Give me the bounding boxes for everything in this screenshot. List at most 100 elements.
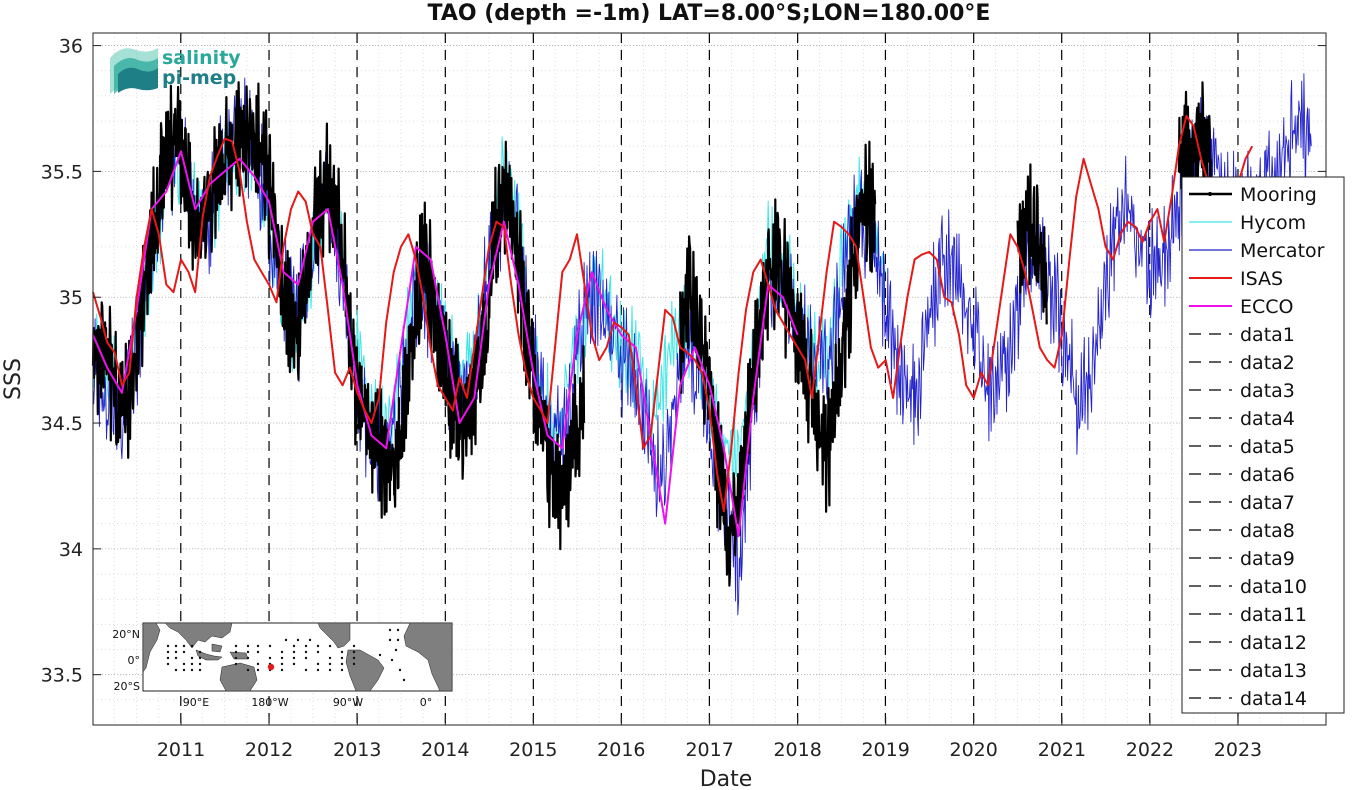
inset-mooring-dot <box>280 662 284 666</box>
legend-label: data13 <box>1240 660 1307 682</box>
inset-mooring-dot <box>328 662 332 666</box>
x-tick-label: 2011 <box>157 739 205 761</box>
inset-mooring-dot <box>198 662 202 666</box>
inset-mooring-dot <box>304 668 308 672</box>
x-tick-label: 2015 <box>509 739 557 761</box>
inset-mooring-dot <box>328 668 332 672</box>
legend-box <box>1181 176 1345 714</box>
legend-entry: ISAS <box>1189 268 1283 290</box>
inset-mooring-dot <box>174 656 178 660</box>
legend-label: data5 <box>1240 436 1295 458</box>
legend-label: data4 <box>1240 408 1295 430</box>
legend-label: Mooring <box>1240 184 1317 206</box>
legend-label: ISAS <box>1240 268 1283 290</box>
inset-mooring-dot <box>296 638 300 642</box>
legend-entry: data4 <box>1189 408 1295 430</box>
legend-entry: Mercator <box>1189 240 1325 262</box>
inset-mooring-dot <box>256 644 260 648</box>
inset-mooring-dot <box>166 644 170 648</box>
y-axis-ticks: 33.5 34 34.5 35 35.5 36 <box>41 36 1326 687</box>
x-tick-label: 2014 <box>421 739 469 761</box>
inset-mooring-dot <box>166 650 170 654</box>
inset-mooring-array <box>166 628 406 682</box>
logo-line2: pi-mep <box>162 67 236 89</box>
y-tick-label: 34 <box>59 539 83 561</box>
legend-label: data6 <box>1240 464 1295 486</box>
x-tick-label: 2019 <box>861 739 909 761</box>
inset-mooring-dot <box>174 668 178 672</box>
inset-mooring-dot <box>234 644 238 648</box>
y-tick-label: 33.5 <box>41 665 83 687</box>
inset-mooring-dot <box>352 662 356 666</box>
x-axis-ticks: 2011 2012 2013 2014 2015 2016 2017 2018 2019 2020… <box>157 717 1262 761</box>
legend-label: data14 <box>1240 688 1307 710</box>
inset-mooring-dot <box>340 650 344 654</box>
legend-label: data3 <box>1240 380 1295 402</box>
x-axis-label: Date <box>700 767 753 790</box>
inset-mooring-dot <box>182 650 186 654</box>
legend-marker <box>1208 192 1212 196</box>
series-line-isas <box>92 115 1254 513</box>
inset-mooring-dot <box>328 644 332 648</box>
inset-mooring-dot <box>182 662 186 666</box>
legend-label: ECCO <box>1240 296 1294 318</box>
series-layer <box>91 73 1312 616</box>
inset-mooring-dot <box>292 662 296 666</box>
x-tick-label: 2022 <box>1126 739 1174 761</box>
waves-logo-icon <box>110 48 158 94</box>
x-tick-label: 2016 <box>597 739 645 761</box>
inset-mooring-dot <box>234 650 238 654</box>
inset-ytick-0: 0° <box>128 654 141 667</box>
inset-station-marker <box>267 663 275 671</box>
x-tick-label: 2013 <box>333 739 381 761</box>
legend-entry: data7 <box>1189 492 1295 514</box>
series-line-ecco <box>92 150 799 538</box>
legend-entry: data11 <box>1189 604 1307 626</box>
inset-mooring-dot <box>166 662 170 666</box>
legend-label: data8 <box>1240 520 1295 542</box>
inset-mooring-dot <box>268 656 272 660</box>
inset-mooring-dot <box>304 644 308 648</box>
inset-mooring-dot <box>234 656 238 660</box>
series-line-mooring <box>91 81 1212 587</box>
legend-entry: Mooring <box>1189 184 1317 206</box>
inset-mooring-dot <box>394 648 398 652</box>
inset-mooring-dot <box>256 668 260 672</box>
legend-label: Hycom <box>1240 212 1306 234</box>
inset-mooring-dot <box>378 653 382 657</box>
legend-label: Mercator <box>1240 240 1325 262</box>
legend-entry: data12 <box>1189 632 1307 654</box>
inset-mooring-dot <box>268 644 272 648</box>
inset-mooring-dot <box>256 650 260 654</box>
legend-label: data7 <box>1240 492 1295 514</box>
inset-mooring-dot <box>340 656 344 660</box>
legend-label: data10 <box>1240 576 1307 598</box>
legend-label: data2 <box>1240 352 1295 374</box>
inset-mooring-dot <box>388 628 392 632</box>
chart-title: TAO (depth =-1m) LAT=8.00°S;LON=180.00°E <box>428 1 991 26</box>
legend-entry: data5 <box>1189 436 1295 458</box>
inset-mooring-dot <box>246 650 250 654</box>
legend-label: data12 <box>1240 632 1307 654</box>
inset-mooring-dot <box>292 656 296 660</box>
x-tick-label: 2023 <box>1214 739 1262 761</box>
inset-mooring-dot <box>316 662 320 666</box>
inset-mooring-dot <box>234 662 238 666</box>
legend-entry: data13 <box>1189 660 1307 682</box>
x-tick-label: 2017 <box>685 739 733 761</box>
legend-entry: Hycom <box>1189 212 1306 234</box>
legend: Mooring Hycom Mercator ISAS ECCO data1 data2 da… <box>1181 176 1345 714</box>
legend-entry: ECCO <box>1189 296 1294 318</box>
inset-mooring-dot <box>292 650 296 654</box>
x-tick-label: 2012 <box>245 739 293 761</box>
legend-label: data1 <box>1240 324 1295 346</box>
inset-mooring-dot <box>284 638 288 642</box>
legend-entry: data8 <box>1189 520 1295 542</box>
inset-mooring-dot <box>316 650 320 654</box>
inset-xtick-0: 0° <box>420 696 433 709</box>
series-line-mercator <box>92 73 1312 616</box>
legend-entry: data3 <box>1189 380 1295 402</box>
inset-mooring-dot <box>190 668 194 672</box>
inset-mooring-dot <box>304 656 308 660</box>
